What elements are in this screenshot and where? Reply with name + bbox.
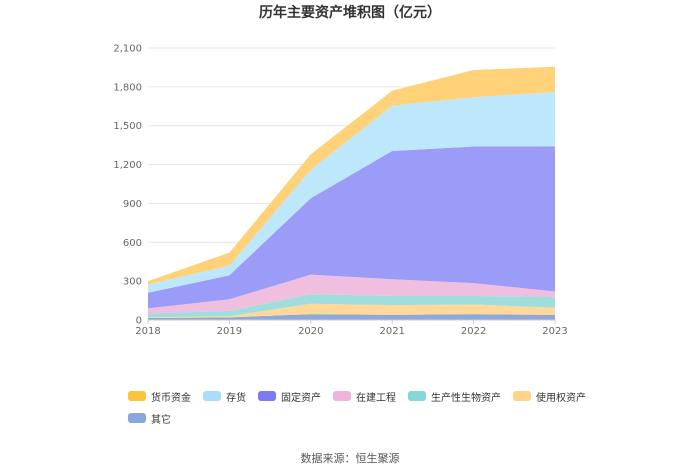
legend-label: 固定资产 — [281, 392, 321, 404]
area-生产性生物资产 — [148, 294, 555, 318]
y-tick-label: 300 — [123, 277, 142, 288]
x-tick-label: 2022 — [461, 326, 486, 337]
area-在建工程 — [148, 274, 555, 314]
legend-label: 使用权资产 — [536, 392, 586, 404]
chart-legend: 货币资金 存货 固定资产 在建工程 生产性生物资产 使用权资产其它 — [128, 388, 598, 426]
legend-item-在建工程[interactable]: 在建工程 — [333, 388, 396, 404]
legend-swatch — [333, 391, 351, 401]
x-tick-label: 2023 — [542, 326, 567, 337]
y-tick-label: 900 — [123, 199, 142, 210]
y-tick-label: 0 — [136, 316, 142, 327]
legend-label: 存货 — [226, 392, 246, 404]
x-tick-label: 2019 — [217, 326, 242, 337]
legend-item-存货[interactable]: 存货 — [203, 388, 246, 404]
legend-item-固定资产[interactable]: 固定资产 — [258, 388, 321, 404]
area-其它 — [148, 314, 555, 320]
axes: 0 300 600 900 1,200 1,500 1,800 2,100 2018 2019 20… — [113, 44, 567, 338]
x-tick-label: 2021 — [379, 326, 404, 337]
legend-swatch — [203, 391, 221, 401]
y-tick-label: 1,200 — [113, 160, 142, 171]
legend-swatch — [128, 413, 146, 423]
chart-title: 历年主要资产堆积图（亿元） — [259, 4, 441, 21]
legend-swatch — [513, 391, 531, 401]
y-tick-label: 2,100 — [113, 44, 142, 55]
legend-swatch — [258, 391, 276, 401]
legend-swatch — [128, 391, 146, 401]
legend-label: 货币资金 — [151, 392, 191, 404]
legend-item-货币资金[interactable]: 货币资金 — [128, 388, 191, 404]
legend-swatch — [408, 391, 426, 401]
legend-label: 在建工程 — [356, 392, 396, 404]
x-tick-label: 2018 — [135, 326, 160, 337]
area-固定资产 — [148, 146, 555, 309]
y-tick-label: 1,800 — [113, 82, 142, 93]
legend-item-使用权资产[interactable]: 使用权资产 — [513, 388, 586, 404]
legend-label: 生产性生物资产 — [431, 392, 501, 404]
legend-item-其它[interactable]: 其它 — [128, 410, 171, 426]
x-tick-label: 2020 — [298, 326, 323, 337]
y-tick-label: 600 — [123, 238, 142, 249]
legend-label: 其它 — [151, 414, 171, 426]
area-货币资金 — [148, 66, 555, 285]
area-存货 — [148, 92, 555, 293]
y-tick-label: 1,500 — [113, 121, 142, 132]
legend-item-生产性生物资产[interactable]: 生产性生物资产 — [408, 388, 501, 404]
area-使用权资产 — [148, 303, 555, 319]
data-source-note: 数据来源：恒生聚源 — [300, 452, 400, 465]
area-series — [148, 66, 555, 320]
